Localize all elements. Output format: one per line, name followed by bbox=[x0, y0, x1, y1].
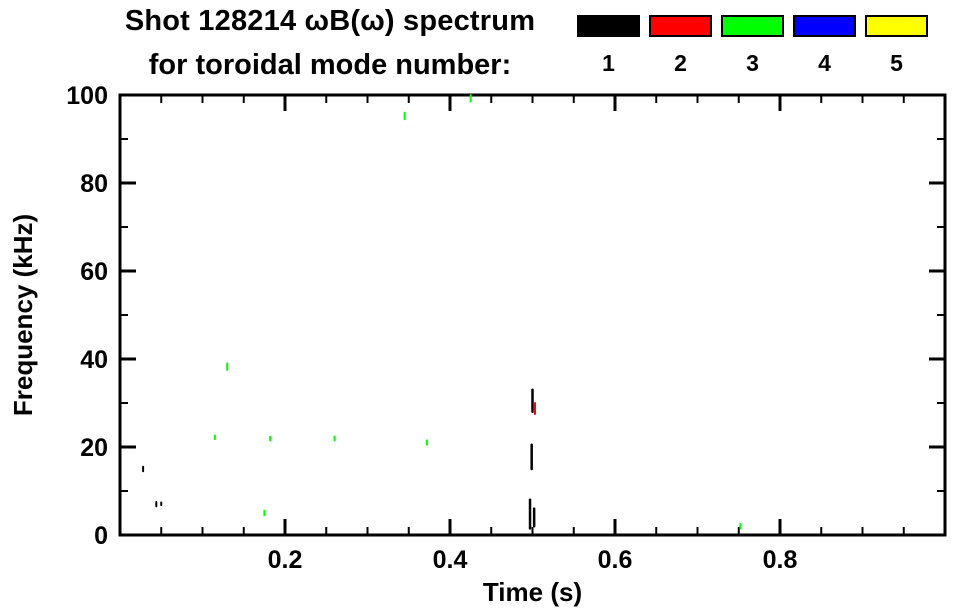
legend: 1 2 3 4 5 bbox=[577, 15, 928, 77]
svg-text:40: 40 bbox=[80, 346, 108, 374]
legend-item: 1 bbox=[577, 15, 640, 77]
legend-item: 4 bbox=[793, 15, 856, 77]
axis-titles: Time (s) Frequency (kHz) bbox=[8, 214, 582, 607]
legend-item: 3 bbox=[721, 15, 784, 77]
svg-text:80: 80 bbox=[80, 170, 108, 198]
legend-color-swatch bbox=[865, 15, 928, 37]
svg-text:60: 60 bbox=[80, 258, 108, 286]
legend-item: 5 bbox=[865, 15, 928, 77]
legend-label: 4 bbox=[818, 50, 831, 76]
legend-color-swatch bbox=[577, 15, 640, 37]
legend-color-swatch bbox=[793, 15, 856, 37]
legend-item: 2 bbox=[649, 15, 712, 77]
svg-text:0.6: 0.6 bbox=[598, 546, 633, 574]
legend-color-swatch bbox=[649, 15, 712, 37]
svg-text:0.2: 0.2 bbox=[268, 546, 303, 574]
legend-color-swatch bbox=[721, 15, 784, 37]
legend-label: 2 bbox=[674, 50, 687, 76]
tick-labels: 0.2 0.4 0.6 0.8 0 20 40 60 80 100 bbox=[66, 82, 797, 574]
legend-label: 3 bbox=[746, 50, 759, 76]
x-axis-title: Time (s) bbox=[483, 577, 582, 607]
legend-label: 5 bbox=[890, 50, 903, 76]
y-axis-title: Frequency (kHz) bbox=[8, 214, 38, 416]
legend-label: 1 bbox=[602, 50, 615, 76]
svg-text:0.4: 0.4 bbox=[433, 546, 468, 574]
svg-text:20: 20 bbox=[80, 434, 108, 462]
svg-text:0.8: 0.8 bbox=[763, 546, 798, 574]
chart-subtitle: for toroidal mode number: bbox=[148, 49, 512, 81]
svg-text:0: 0 bbox=[94, 522, 108, 550]
chart-title: Shot 128214 ωB(ω) spectrum bbox=[124, 5, 536, 37]
svg-text:100: 100 bbox=[66, 82, 108, 110]
axis-ticks bbox=[120, 93, 945, 537]
data-marks bbox=[142, 94, 742, 530]
